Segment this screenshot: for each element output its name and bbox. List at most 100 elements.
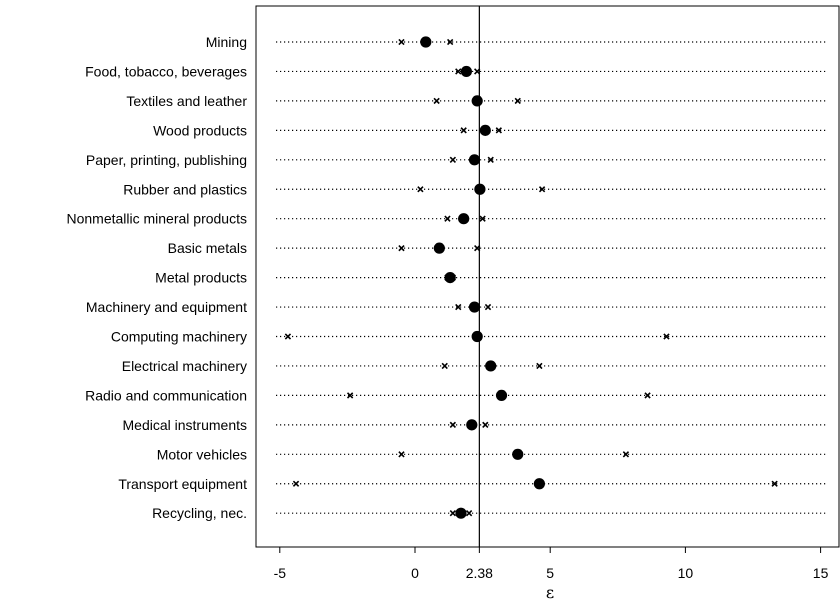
upper-bound-marker [663, 333, 670, 340]
upper-bound-marker-mark [487, 156, 494, 163]
category-label: Computing machinery [111, 329, 247, 345]
lower-bound-marker [284, 333, 292, 340]
upper-bound-marker [446, 38, 454, 46]
x-tick-label: 5 [546, 565, 554, 581]
category-label: Machinery and equipment [86, 299, 247, 315]
estimate-point [471, 95, 483, 107]
upper-bound-marker-mark [514, 97, 521, 105]
category-row: Machinery and equipment [86, 299, 826, 315]
estimate-point [460, 65, 472, 78]
x-tick-label: 0 [411, 565, 419, 581]
category-label: Motor vehicles [157, 446, 247, 462]
upper-bound-marker-mark [465, 510, 473, 517]
category-row: Radio and communication [85, 387, 826, 403]
category-row: Food, tobacco, beverages [85, 63, 826, 79]
category-row: Recycling, nec. [152, 505, 826, 521]
category-row: Medical instruments [123, 417, 826, 433]
estimate-point [466, 419, 478, 431]
category-label: Nonmetallic mineral products [66, 211, 247, 227]
upper-bound-marker [465, 510, 473, 517]
upper-bound-marker-mark [536, 362, 543, 370]
upper-bound-marker [538, 186, 546, 193]
category-label: Radio and communication [85, 387, 247, 403]
estimate-point [455, 507, 467, 519]
lower-bound-marker-mark [284, 333, 292, 340]
lower-bound-marker [455, 303, 462, 311]
lower-bound-marker-mark [346, 392, 354, 399]
upper-bound-marker-mark [663, 333, 670, 340]
category-row: Wood products [153, 122, 826, 138]
category-label: Recycling, nec. [152, 505, 247, 521]
upper-bound-marker [644, 392, 651, 399]
category-label: Metal products [155, 270, 247, 286]
lower-bound-marker-mark [398, 451, 405, 458]
lower-bound-marker [455, 68, 462, 75]
x-tick-label: 10 [678, 565, 694, 581]
upper-bound-marker [771, 480, 778, 487]
category-label: Paper, printing, publishing [86, 152, 247, 168]
upper-bound-marker-mark [446, 38, 454, 46]
lower-bound-marker [417, 186, 424, 193]
x-tick-label: -5 [274, 565, 287, 581]
lower-bound-marker-mark [449, 156, 457, 163]
lower-bound-marker-mark [455, 68, 462, 75]
upper-bound-marker-mark [482, 421, 489, 429]
category-row: Paper, printing, publishing [86, 152, 826, 168]
upper-bound-marker-mark [538, 186, 546, 193]
lower-bound-marker [449, 510, 457, 517]
lower-bound-marker-mark [441, 362, 448, 370]
category-row: Rubber and plastics [123, 181, 826, 197]
category-row: Nonmetallic mineral products [66, 211, 826, 227]
estimate-point [468, 301, 481, 313]
category-row: Textiles and leather [126, 93, 826, 109]
category-rows: Mining Food, tobacco, beverages Textiles a… [66, 34, 826, 521]
lower-bound-marker [441, 362, 448, 370]
x-tick-label: 2.38 [466, 565, 493, 581]
upper-bound-marker-mark [479, 215, 486, 222]
upper-bound-marker-mark [484, 303, 492, 311]
lower-bound-marker [346, 392, 354, 399]
category-row: Mining [206, 34, 826, 50]
plot-frame [255, 5, 840, 548]
category-row: Transport equipment [118, 476, 826, 492]
estimate-point [479, 124, 491, 136]
x-tick-label: 15 [813, 565, 829, 581]
upper-bound-marker-mark [771, 480, 778, 487]
category-label: Basic metals [168, 240, 247, 256]
lower-bound-marker-mark [444, 215, 451, 222]
lower-bound-marker [398, 38, 405, 46]
lower-bound-marker-mark [449, 421, 457, 429]
estimate-point [444, 272, 456, 284]
lower-bound-marker [433, 97, 440, 105]
lower-bound-marker [444, 215, 451, 222]
lower-bound-marker [449, 156, 457, 163]
category-label: Textiles and leather [126, 93, 247, 109]
lower-bound-marker-mark [449, 510, 457, 517]
lower-bound-marker-mark [398, 244, 405, 252]
upper-bound-marker [479, 215, 486, 222]
category-label: Medical instruments [123, 417, 248, 433]
category-label: Wood products [153, 122, 247, 138]
lower-bound-marker [460, 127, 467, 134]
category-row: Computing machinery [111, 329, 826, 345]
lower-bound-marker [449, 421, 457, 429]
lower-bound-marker-mark [433, 97, 440, 105]
lower-bound-marker [398, 451, 405, 458]
category-row: Electrical machinery [122, 358, 826, 374]
estimate-point [533, 478, 545, 490]
estimate-point [471, 330, 483, 343]
lower-bound-marker-mark [417, 186, 424, 193]
category-row: Metal products [155, 270, 826, 286]
x-axis-title: ε [546, 583, 554, 602]
estimate-point [512, 448, 524, 460]
upper-bound-marker [484, 303, 492, 311]
category-row: Motor vehicles [157, 446, 826, 462]
upper-bound-marker-mark [644, 392, 651, 399]
category-label: Electrical machinery [122, 358, 247, 374]
category-label: Transport equipment [118, 476, 247, 492]
lower-bound-marker [398, 244, 405, 252]
upper-bound-marker [482, 421, 489, 429]
x-axis: -5 0 2.38 5 10 15 [274, 547, 829, 581]
upper-bound-marker-mark [622, 451, 630, 458]
